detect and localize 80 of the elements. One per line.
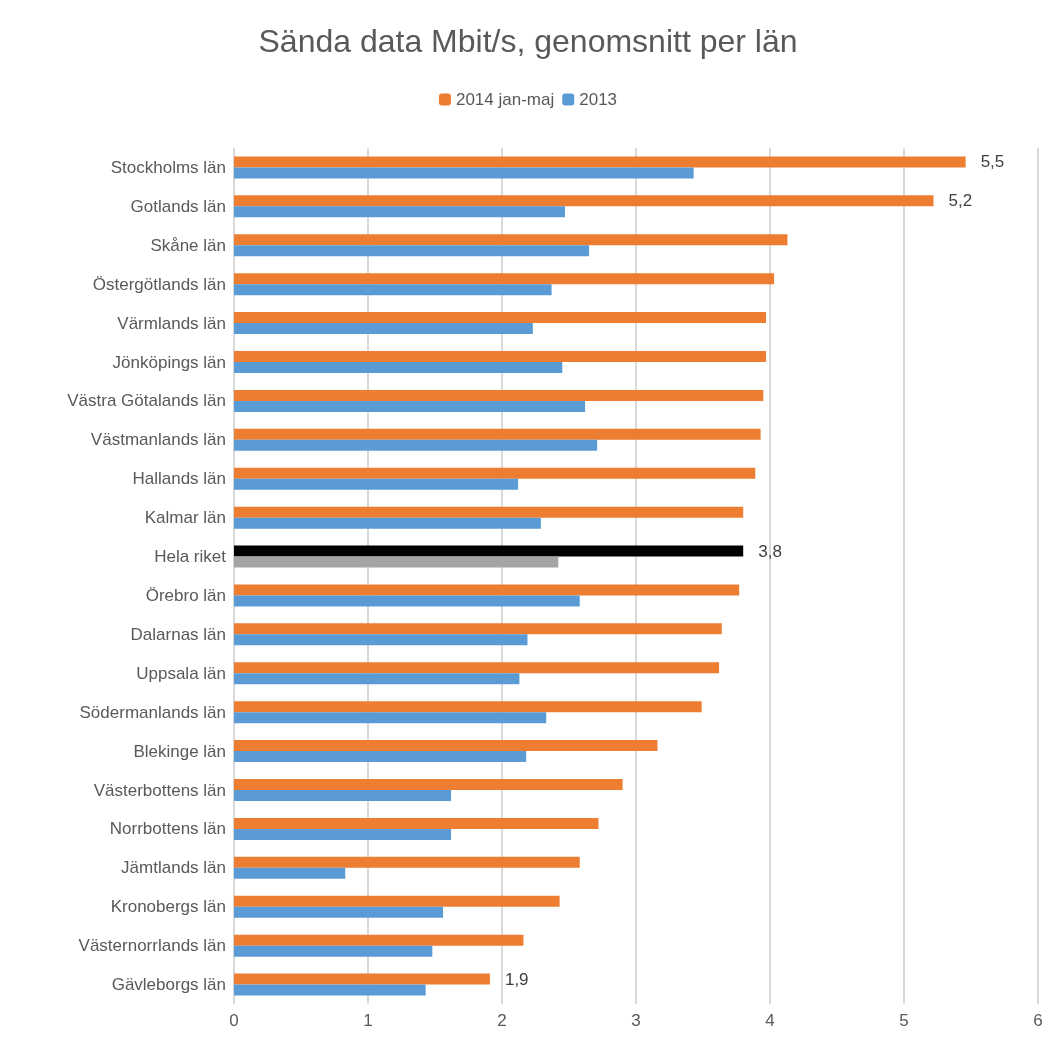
y-tick-label: Gotlands län — [130, 196, 226, 216]
bar — [234, 389, 764, 401]
bar — [234, 556, 559, 568]
y-tick-label: Dalarnas län — [130, 624, 226, 644]
bar — [234, 584, 740, 596]
y-tick-label: Östergötlands län — [92, 274, 226, 294]
bar — [234, 517, 541, 529]
bar — [234, 167, 694, 179]
legend-label: 2014 jan-maj — [455, 90, 555, 109]
bar — [234, 973, 490, 985]
bar — [234, 467, 756, 479]
y-tick-label: Örebro län — [145, 585, 226, 605]
bar — [234, 790, 452, 801]
bar — [234, 751, 527, 763]
x-tick-label: 5 — [899, 1011, 909, 1030]
bar — [234, 323, 533, 335]
x-tick-label: 6 — [1033, 1011, 1043, 1030]
bar — [234, 828, 452, 840]
y-tick-label: Hallands län — [132, 469, 226, 489]
y-tick-label: Västernorrlands län — [78, 936, 226, 956]
data-label: 5,2 — [948, 191, 973, 211]
bar — [234, 817, 599, 829]
bar — [234, 867, 346, 879]
x-tick-label: 4 — [765, 1011, 775, 1030]
bar — [234, 284, 552, 296]
y-tick-label: Uppsala län — [136, 663, 226, 683]
bar — [234, 945, 433, 957]
bar — [234, 206, 565, 218]
y-tick-label: Västmanlands län — [90, 430, 226, 450]
y-tick-label: Gävleborgs län — [111, 975, 226, 995]
bar — [234, 156, 966, 168]
bar — [234, 701, 702, 713]
y-tick-label: Kalmar län — [144, 508, 226, 528]
y-tick-label: Västerbottens län — [93, 780, 226, 800]
bar — [234, 400, 586, 412]
bar — [234, 740, 658, 752]
y-tick-label: Skåne län — [150, 235, 226, 255]
y-tick-label: Blekinge län — [133, 741, 226, 761]
bar — [234, 195, 934, 207]
y-tick-label: Hela riket — [154, 547, 227, 567]
x-tick-label: 0 — [229, 1011, 239, 1030]
chart-title: Sända data Mbit/s, genomsnitt per län — [258, 23, 798, 59]
y-tick-label: Stockholms län — [110, 157, 226, 177]
data-label: 5,5 — [980, 152, 1005, 172]
y-tick-label: Norrbottens län — [109, 819, 226, 839]
bar — [234, 545, 744, 557]
x-tick-label: 3 — [631, 1011, 641, 1030]
y-tick-label: Södermanlands län — [79, 702, 226, 722]
bar — [234, 906, 444, 918]
bar — [234, 428, 761, 440]
bar — [234, 506, 744, 518]
data-label: 1,9 — [504, 969, 529, 989]
bar — [234, 595, 580, 607]
legend-label: 2013 — [579, 90, 618, 109]
bar — [234, 312, 766, 324]
y-tick-label: Jönköpings län — [112, 352, 226, 372]
bar — [234, 984, 426, 996]
bar — [234, 712, 547, 724]
bar — [234, 351, 766, 362]
y-tick-label: Västra Götalands län — [67, 391, 226, 411]
bar — [234, 662, 720, 674]
bar — [234, 779, 623, 790]
bar — [234, 673, 520, 685]
bar — [234, 234, 788, 246]
x-tick-label: 1 — [363, 1011, 373, 1030]
bar — [234, 362, 563, 373]
x-tick-label: 2 — [497, 1011, 507, 1030]
bar — [234, 245, 590, 257]
y-tick-label: Jämtlands län — [121, 858, 226, 878]
bar — [234, 895, 560, 907]
bar — [234, 623, 722, 635]
bar — [234, 439, 598, 451]
data-label: 3,8 — [758, 541, 782, 561]
y-tick-label: Kronobergs län — [110, 897, 226, 917]
bar — [234, 856, 580, 868]
y-tick-label: Värmlands län — [117, 313, 226, 333]
bar — [234, 478, 519, 490]
bar — [234, 634, 528, 646]
bar — [234, 273, 775, 285]
bar — [234, 934, 524, 946]
